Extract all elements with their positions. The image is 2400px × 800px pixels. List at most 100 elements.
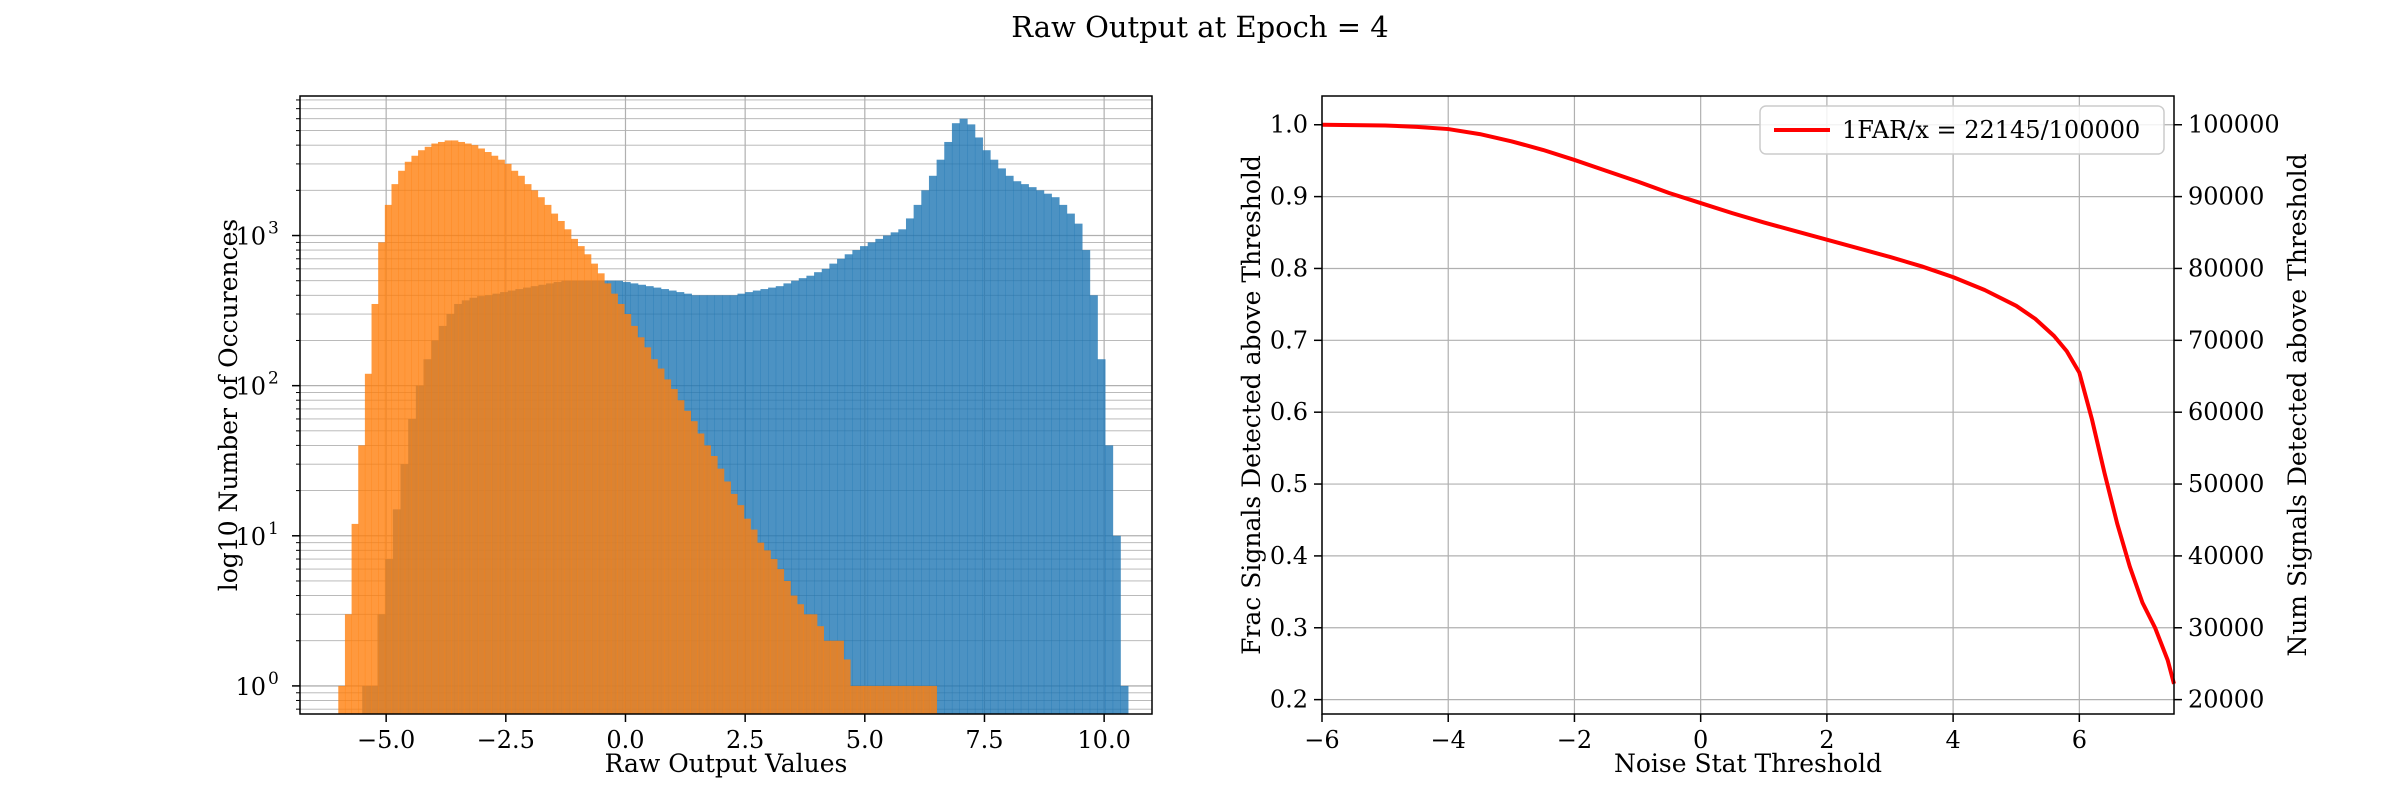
histogram-bar-series-1 (398, 170, 406, 714)
histogram-bar-series-0 (974, 137, 983, 714)
legend-box (1759, 105, 2165, 155)
histogram-bar-series-1 (531, 190, 539, 714)
histogram-bar-series-0 (1028, 187, 1037, 715)
right-x-tick-label: −6 (1304, 726, 1339, 754)
histogram-bar-series-0 (1105, 445, 1114, 714)
right-y-tick-label: 1.0 (1270, 111, 1308, 139)
histogram-bar-series-1 (730, 493, 738, 714)
histogram-bar-series-0 (898, 229, 907, 714)
histogram-bar-series-1 (511, 170, 519, 714)
histogram-bar-series-0 (1005, 175, 1014, 715)
histogram-bar-series-1 (777, 569, 785, 714)
left-x-axis-label: Raw Output Values (605, 749, 848, 778)
histogram-bar-series-1 (723, 481, 731, 714)
histogram-bar-series-1 (697, 433, 705, 714)
histogram-bar-series-1 (424, 146, 432, 714)
histogram-bar-series-0 (844, 254, 853, 714)
histogram-bar-series-0 (798, 278, 807, 714)
histogram-bar-series-1 (364, 373, 372, 714)
histogram-bar-series-1 (644, 347, 652, 714)
histogram-bar-series-0 (829, 263, 838, 714)
left-y-tick-label: 10 (235, 373, 266, 401)
histogram-bar-series-0 (791, 280, 800, 714)
histogram-bar-series-1 (484, 152, 492, 715)
right-x-tick-label: 0 (1693, 726, 1708, 754)
histogram-bar-series-0 (1074, 223, 1083, 714)
right-y-tick-label: 0.7 (1270, 326, 1308, 354)
histogram-bar-series-1 (863, 685, 871, 714)
histogram-bar-series-1 (624, 314, 632, 714)
histogram-bar-series-1 (670, 389, 678, 714)
histogram-bar-series-0 (775, 286, 784, 714)
histogram-bar-series-1 (870, 685, 878, 714)
histogram-bar-series-1 (637, 337, 645, 714)
right-y-axis-label-right: Num Signals Detected above Threshold (2283, 153, 2312, 656)
left-x-tick-label: 5.0 (846, 726, 884, 754)
histogram-bar-series-1 (544, 204, 552, 714)
histogram-bar-series-1 (896, 685, 904, 714)
histogram-bar-series-1 (351, 523, 359, 714)
histogram-bar-series-1 (444, 140, 452, 715)
histogram-bar-series-1 (883, 685, 891, 714)
histogram-bar-series-0 (814, 272, 823, 714)
histogram-bar-series-0 (890, 232, 899, 714)
right-x-tick-label: 6 (2072, 726, 2087, 754)
histogram-bar-series-1 (344, 614, 352, 714)
histogram-bar-series-0 (951, 123, 960, 715)
right-plot-frame (1321, 95, 2175, 715)
right-y-tick-label: 0.3 (1270, 614, 1308, 642)
left-x-tick-label: 7.5 (965, 726, 1003, 754)
right-ticks: −6 −4 −2 0 2 4 6 0.2 0.3 0.4 0.5 0.6 0.7 0.8 0.9 1.0 200… (1270, 111, 2280, 754)
histogram-bar-series-1 (890, 685, 898, 714)
histogram-bar-series-1 (830, 640, 838, 714)
histogram-bar-series-1 (577, 246, 585, 715)
histogram-bar-series-1 (710, 455, 718, 714)
left-y-tick-label: 10 (235, 523, 266, 551)
legend-label: 1FAR/x = 22145/100000 (1842, 116, 2140, 144)
legend: 1FAR/x = 22145/100000 (1759, 105, 2165, 155)
right-y2-tick-label: 100000 (2188, 111, 2280, 139)
histogram-bar-series-1 (617, 303, 625, 714)
histogram-bar-series-1 (411, 155, 419, 714)
histogram-bar-series-1 (657, 368, 665, 714)
histogram-bar-series-0 (913, 204, 922, 714)
left-bars (338, 118, 1129, 715)
right-x-tick-label: −2 (1557, 726, 1592, 754)
detection-curve (1321, 122, 2176, 685)
histogram-bar-series-1 (903, 685, 911, 714)
histogram-bar-series-1 (916, 685, 924, 714)
histogram-bar-series-1 (464, 143, 472, 714)
histogram-bar-series-1 (471, 145, 479, 715)
histogram-bar-series-1 (650, 359, 658, 714)
histogram-bar-series-1 (856, 685, 864, 714)
histogram-bar-series-0 (760, 289, 769, 714)
right-y-tick-label: 0.6 (1270, 398, 1308, 426)
histogram-bar-series-0 (944, 141, 953, 715)
left-x-tick-label: 0.0 (606, 726, 644, 754)
histogram-bar-series-1 (358, 445, 366, 714)
histogram-bar-series-1 (438, 141, 446, 715)
histogram-bar-series-1 (797, 604, 805, 714)
histogram-bar-series-0 (837, 258, 846, 714)
histogram-bar-series-1 (604, 283, 612, 714)
histogram-bar-series-1 (404, 161, 412, 715)
histogram-bar-series-0 (768, 287, 777, 714)
right-y-tick-label: 0.8 (1270, 254, 1308, 282)
right-y-tick-label: 0.9 (1270, 183, 1308, 211)
right-y-tick-label: 0.5 (1270, 470, 1308, 498)
histogram-bar-series-1 (610, 293, 618, 714)
histogram-bar-series-0 (875, 238, 884, 714)
histogram-bar-series-1 (783, 580, 791, 714)
histogram-bar-series-1 (763, 550, 771, 714)
histogram-bar-series-0 (1089, 295, 1098, 714)
right-x-tick-label: 4 (1945, 726, 1960, 754)
histogram-bar-series-1 (910, 685, 918, 714)
histogram-bar-series-0 (852, 250, 861, 715)
histogram-bar-series-1 (590, 263, 598, 714)
histogram-bar-series-1 (717, 468, 725, 714)
right-y2-tick-label: 50000 (2188, 470, 2264, 498)
histogram-bar-series-1 (551, 213, 559, 714)
histogram-bar-series-0 (860, 246, 869, 715)
